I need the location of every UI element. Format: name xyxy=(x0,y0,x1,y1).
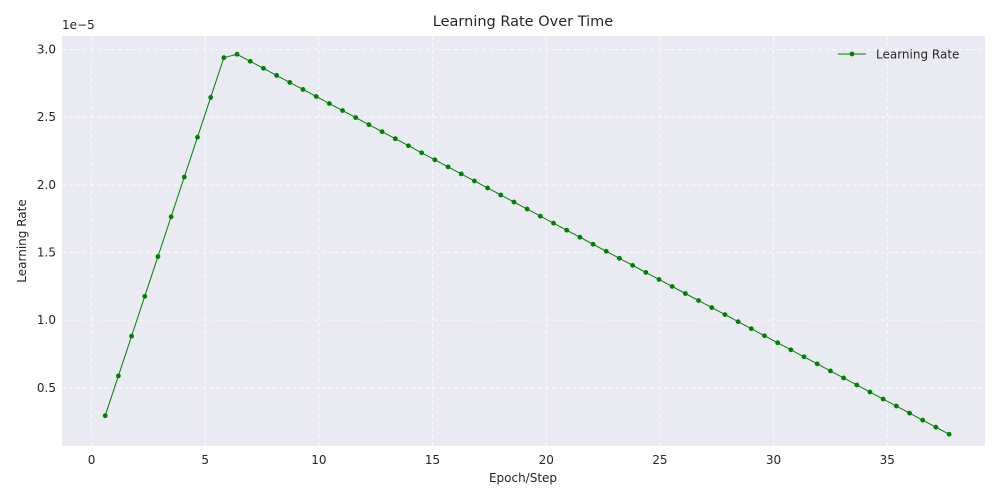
data-point xyxy=(669,284,675,289)
data-point xyxy=(313,94,319,99)
y-axis-ticks: 0.5 1.0 1.5 2.0 2.5 3.0 xyxy=(37,43,56,395)
y-tick-label: 2.5 xyxy=(37,110,56,124)
data-point xyxy=(115,373,121,379)
y-axis-offset-text: 1e−5 xyxy=(62,18,95,32)
data-point xyxy=(129,333,134,339)
data-point xyxy=(880,396,886,402)
data-point xyxy=(485,185,490,191)
data-point xyxy=(933,424,939,430)
chart-title: Learning Rate Over Time xyxy=(433,14,613,30)
data-point xyxy=(340,108,345,113)
data-point xyxy=(564,227,570,233)
data-point xyxy=(841,375,846,381)
data-point xyxy=(603,248,609,254)
data-point xyxy=(775,340,781,346)
data-point xyxy=(155,254,161,259)
y-tick-label: 2.0 xyxy=(37,178,56,192)
data-point xyxy=(445,164,451,170)
data-point xyxy=(709,305,715,310)
data-point xyxy=(300,87,306,92)
data-point xyxy=(735,319,741,325)
x-axis-label: Epoch/Step xyxy=(489,471,557,485)
data-point xyxy=(893,403,899,409)
legend-marker-sample xyxy=(849,51,855,57)
data-point xyxy=(762,333,767,339)
data-point xyxy=(419,150,425,156)
data-point xyxy=(946,431,952,437)
y-tick-label: 3.0 xyxy=(37,43,56,57)
y-tick-label: 1.5 xyxy=(37,246,56,260)
data-point xyxy=(366,122,372,128)
x-axis-ticks: 0 5 10 15 20 25 30 35 xyxy=(88,453,895,467)
data-point xyxy=(722,312,728,318)
data-point xyxy=(656,277,662,282)
data-point xyxy=(142,293,148,299)
data-point xyxy=(577,234,583,240)
x-tick-label: 0 xyxy=(88,453,96,467)
data-point xyxy=(471,178,477,184)
legend-label: Learning Rate xyxy=(876,48,959,62)
grid-lines xyxy=(62,36,985,446)
data-point xyxy=(379,129,385,135)
data-point xyxy=(392,136,398,142)
data-point xyxy=(920,417,926,423)
legend: Learning Rate xyxy=(838,48,959,62)
x-tick-label: 30 xyxy=(766,453,781,467)
x-tick-label: 5 xyxy=(201,453,209,467)
y-axis-label: Learning Rate xyxy=(15,199,29,282)
data-point xyxy=(221,55,227,61)
data-point xyxy=(458,171,464,177)
data-point xyxy=(551,220,556,226)
data-point xyxy=(432,157,438,163)
data-point xyxy=(353,115,359,120)
data-point xyxy=(195,134,200,140)
data-point xyxy=(682,291,688,296)
data-point xyxy=(617,255,622,261)
y-tick-label: 0.5 xyxy=(37,381,56,395)
data-point xyxy=(814,361,820,367)
data-point xyxy=(801,354,807,360)
data-point xyxy=(181,174,187,180)
data-point xyxy=(406,143,411,149)
data-point xyxy=(524,206,530,212)
data-point xyxy=(643,269,649,275)
data-point xyxy=(234,51,240,57)
data-point xyxy=(590,241,596,247)
x-tick-label: 15 xyxy=(425,453,440,467)
data-point xyxy=(907,410,912,416)
x-tick-label: 10 xyxy=(311,453,326,467)
data-point xyxy=(261,65,266,71)
data-point xyxy=(326,101,332,106)
data-point xyxy=(748,326,754,332)
data-point xyxy=(287,80,293,85)
series-layer xyxy=(102,51,952,437)
data-point xyxy=(867,389,873,395)
y-tick-label: 1.0 xyxy=(37,313,56,327)
data-point xyxy=(247,58,253,64)
data-point xyxy=(828,368,833,374)
data-point xyxy=(168,214,174,220)
data-point xyxy=(630,262,636,268)
data-point xyxy=(511,199,517,205)
x-tick-label: 20 xyxy=(539,453,554,467)
data-point xyxy=(274,72,280,78)
x-tick-label: 25 xyxy=(652,453,667,467)
data-point xyxy=(788,347,794,353)
data-point xyxy=(498,192,504,198)
plot-area xyxy=(62,36,985,446)
data-point xyxy=(696,298,701,303)
x-tick-label: 35 xyxy=(880,453,895,467)
data-point xyxy=(102,413,108,419)
data-point xyxy=(854,382,860,388)
data-point xyxy=(537,213,543,219)
data-point xyxy=(208,95,214,100)
